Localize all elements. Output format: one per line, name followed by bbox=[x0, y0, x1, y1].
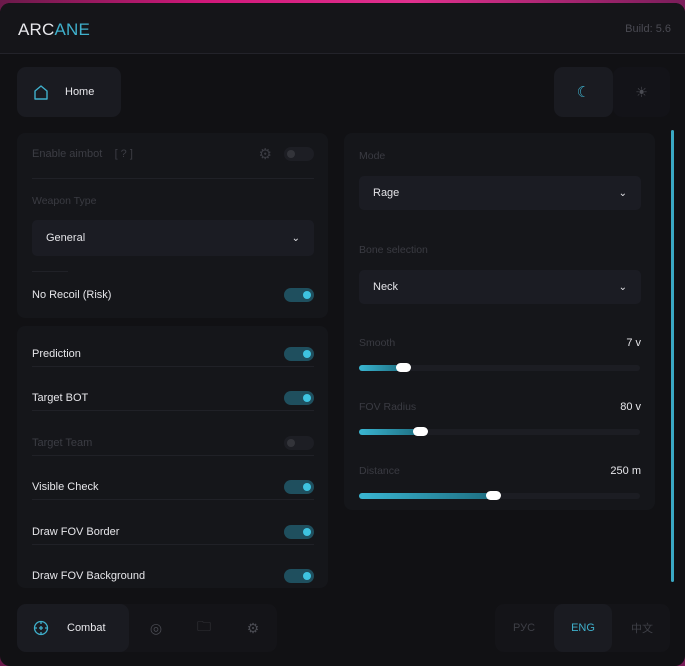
chevron-down-icon: ⌄ bbox=[618, 187, 627, 199]
mode-value: Rage bbox=[373, 187, 400, 199]
language-option[interactable]: ENG bbox=[554, 604, 612, 652]
divider bbox=[32, 410, 314, 412]
chevron-down-icon: ⌄ bbox=[618, 281, 627, 293]
home-label: Home bbox=[65, 86, 95, 98]
settings-panel: Mode Rage ⌄ Bone selection Neck ⌄ Smooth 7… bbox=[344, 133, 655, 510]
slider-label: Smooth bbox=[359, 337, 396, 349]
option-row[interactable]: Draw FOV Background bbox=[32, 566, 314, 586]
light-theme-button[interactable]: ☀ bbox=[613, 67, 670, 117]
slider-fill bbox=[359, 493, 494, 499]
enable-aimbot-row[interactable]: Enable aimbot [ ? ] ⚙ bbox=[32, 144, 314, 164]
language-label: РУС bbox=[512, 622, 536, 634]
slider-thumb[interactable] bbox=[485, 491, 501, 500]
slider-label: Distance bbox=[359, 465, 400, 477]
slider-fill bbox=[359, 365, 404, 371]
folder-icon: 🗀 bbox=[197, 618, 211, 634]
build-version: Build: 5.6 bbox=[625, 23, 671, 35]
weapon-type-label: Weapon Type bbox=[32, 195, 97, 207]
app-window: ARCANE Build: 5.6 Home ☾ ☀ Enable aimbot… bbox=[0, 3, 685, 666]
enable-aimbot-label: Enable aimbot bbox=[32, 148, 103, 160]
no-recoil-row[interactable]: No Recoil (Risk) bbox=[32, 285, 314, 305]
sun-icon: ☀ bbox=[635, 83, 648, 100]
no-recoil-label: No Recoil (Risk) bbox=[32, 289, 112, 301]
weapon-type-select[interactable]: General ⌄ bbox=[32, 220, 314, 256]
slider-track[interactable] bbox=[359, 363, 640, 372]
divider bbox=[32, 366, 314, 367]
language-label: 中文 bbox=[631, 623, 653, 635]
visuals-tab[interactable]: ◎ bbox=[139, 604, 173, 652]
slider-track[interactable] bbox=[359, 491, 640, 500]
language-switcher: РУС ENG 中文 bbox=[495, 604, 670, 652]
dark-theme-button[interactable]: ☾ bbox=[554, 67, 613, 117]
slider-fill bbox=[359, 429, 421, 435]
divider bbox=[32, 271, 68, 272]
option-toggle[interactable] bbox=[284, 435, 314, 450]
language-option[interactable]: РУС bbox=[495, 604, 553, 652]
bone-label: Bone selection bbox=[359, 244, 428, 256]
title-accent: ANE bbox=[54, 20, 91, 39]
language-label: ENG bbox=[571, 622, 595, 634]
weapon-type-value: General bbox=[46, 232, 86, 244]
bone-select[interactable]: Neck ⌄ bbox=[359, 270, 641, 304]
home-icon bbox=[34, 84, 48, 100]
header: ARCANE Build: 5.6 bbox=[0, 3, 685, 54]
divider bbox=[32, 178, 314, 179]
scrollbar[interactable] bbox=[671, 130, 674, 582]
option-label: Target Team bbox=[32, 436, 93, 449]
gear-icon[interactable]: ⚙ bbox=[258, 146, 272, 163]
options-panel: Prediction Target BOT Target Team Visible C… bbox=[17, 326, 328, 588]
slider-thumb[interactable] bbox=[395, 363, 411, 372]
enable-aimbot-toggle[interactable] bbox=[284, 147, 314, 161]
files-tab[interactable]: 🗀 bbox=[187, 604, 221, 652]
option-row[interactable]: Target Team bbox=[32, 433, 314, 453]
settings-tab[interactable]: ⚙ bbox=[236, 604, 270, 652]
combat-tab[interactable]: Combat bbox=[17, 604, 129, 652]
no-recoil-toggle[interactable] bbox=[284, 288, 314, 302]
divider bbox=[32, 499, 314, 501]
title-part: ARC bbox=[18, 20, 55, 39]
option-row[interactable]: Target BOT bbox=[32, 388, 314, 408]
combat-label: Combat bbox=[67, 622, 106, 634]
moon-icon: ☾ bbox=[576, 84, 591, 101]
mode-select[interactable]: Rage ⌄ bbox=[359, 176, 641, 210]
language-option[interactable]: 中文 bbox=[613, 604, 671, 652]
slider-label: FOV Radius bbox=[359, 401, 417, 413]
option-row[interactable]: Prediction bbox=[32, 344, 314, 364]
bottom-nav: Combat ◎ 🗀 ⚙ bbox=[17, 604, 277, 652]
option-toggle[interactable] bbox=[284, 480, 314, 495]
divider bbox=[32, 454, 314, 456]
gear-icon: ⚙ bbox=[246, 619, 260, 636]
app-title: ARCANE bbox=[18, 20, 90, 40]
aimbot-panel: Enable aimbot [ ? ] ⚙ Weapon Type Genera… bbox=[17, 133, 328, 318]
slider-value: 250 m bbox=[610, 465, 641, 477]
divider bbox=[32, 543, 314, 545]
slider-value: 80 v bbox=[620, 401, 641, 413]
bone-value: Neck bbox=[373, 281, 399, 293]
option-row[interactable]: Draw FOV Border bbox=[32, 522, 314, 542]
help-link[interactable]: [ ? ] bbox=[114, 148, 133, 160]
eye-icon: ◎ bbox=[149, 619, 163, 636]
option-row[interactable]: Visible Check bbox=[32, 477, 314, 497]
slider-value: 7 v bbox=[626, 337, 641, 349]
option-label: Visible Check bbox=[32, 481, 99, 494]
option-label: Target BOT bbox=[32, 392, 89, 405]
mode-label: Mode bbox=[359, 150, 386, 162]
option-toggle[interactable] bbox=[284, 391, 314, 406]
home-button[interactable]: Home bbox=[17, 67, 121, 117]
crosshair-icon bbox=[33, 620, 49, 636]
option-toggle[interactable] bbox=[284, 524, 314, 539]
option-toggle[interactable] bbox=[284, 569, 314, 583]
option-label: Draw FOV Background bbox=[32, 570, 146, 582]
option-label: Prediction bbox=[32, 348, 81, 360]
slider-thumb[interactable] bbox=[412, 427, 428, 436]
option-toggle[interactable] bbox=[284, 347, 314, 361]
option-label: Draw FOV Border bbox=[32, 525, 120, 538]
chevron-down-icon: ⌄ bbox=[291, 232, 300, 244]
slider-track[interactable] bbox=[359, 427, 640, 436]
